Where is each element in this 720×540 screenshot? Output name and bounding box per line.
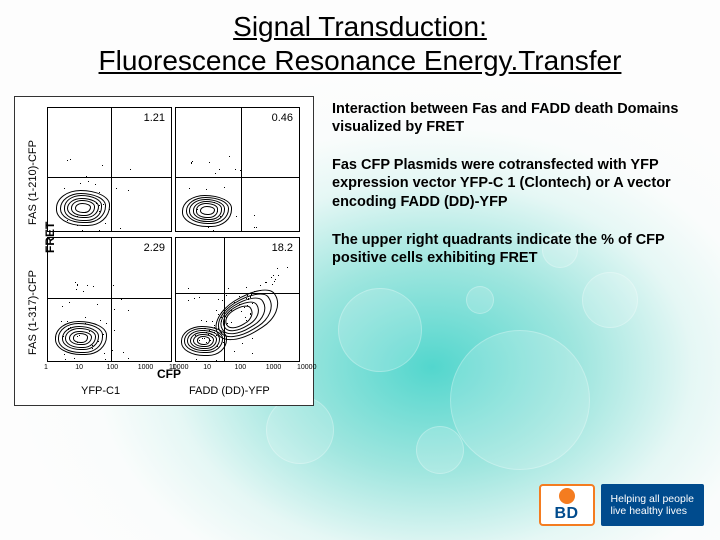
panel-top-right: 0.46 <box>175 107 300 232</box>
title-line-2: Fluorescence Resonance Energy.Transfer <box>0 44 720 78</box>
xtick: 10000 <box>297 364 316 371</box>
para-2: Fas CFP Plasmids were cotransfected with… <box>332 156 704 210</box>
panel-bottom-right: 18.2110100100010000 <box>175 237 300 362</box>
pct-br: 18.2 <box>272 242 293 254</box>
pct-tl: 1.21 <box>144 112 165 124</box>
ylab-row1: FAS (1-210)-CFP <box>27 140 39 225</box>
xtick: 10 <box>203 364 211 371</box>
pct-tr: 0.46 <box>272 112 293 124</box>
cytometry-figure: 1.21 0.46 2.29110100100010000 18.2110100… <box>14 96 314 406</box>
bg-bubble <box>416 426 464 474</box>
xtick: 10 <box>75 364 83 371</box>
y-center-label: FRET <box>43 222 57 253</box>
tagline-1: Helping all people <box>611 493 694 505</box>
bg-bubble <box>266 396 334 464</box>
bg-bubble <box>450 330 590 470</box>
xtick: 100 <box>107 364 119 371</box>
panel-bottom-left: 2.29110100100010000 <box>47 237 172 362</box>
para-3: The upper right quadrants indicate the %… <box>332 231 704 267</box>
pct-bl: 2.29 <box>144 242 165 254</box>
panel-top-left: 1.21 <box>47 107 172 232</box>
title-line-1: Signal Transduction: <box>0 10 720 44</box>
xtick: 1 <box>44 364 48 371</box>
bd-logo: BD <box>539 484 595 526</box>
para-1: Interaction between Fas and FADD death D… <box>332 100 704 136</box>
xtick: 100 <box>235 364 247 371</box>
tagline-box: Helping all people live healthy lives <box>601 484 704 526</box>
xlab-col2: FADD (DD)-YFP <box>189 385 270 397</box>
xtick: 1000 <box>138 364 154 371</box>
logo-sun-icon <box>559 488 575 504</box>
text-column: Interaction between Fas and FADD death D… <box>332 100 704 287</box>
xtick: 1000 <box>266 364 282 371</box>
slide-root: Signal Transduction: Fluorescence Resona… <box>0 0 720 540</box>
ylab-row2: FAS (1-317)-CFP <box>27 270 39 355</box>
tagline-2: live healthy lives <box>611 505 694 517</box>
logo-text: BD <box>554 505 578 523</box>
bg-bubble <box>338 288 422 372</box>
title-block: Signal Transduction: Fluorescence Resona… <box>0 10 720 77</box>
xlab-col1: YFP-C1 <box>81 385 120 397</box>
bg-bubble <box>466 286 494 314</box>
x-center-label: CFP <box>157 367 181 381</box>
footer-branding: BD Helping all people live healthy lives <box>539 484 704 526</box>
